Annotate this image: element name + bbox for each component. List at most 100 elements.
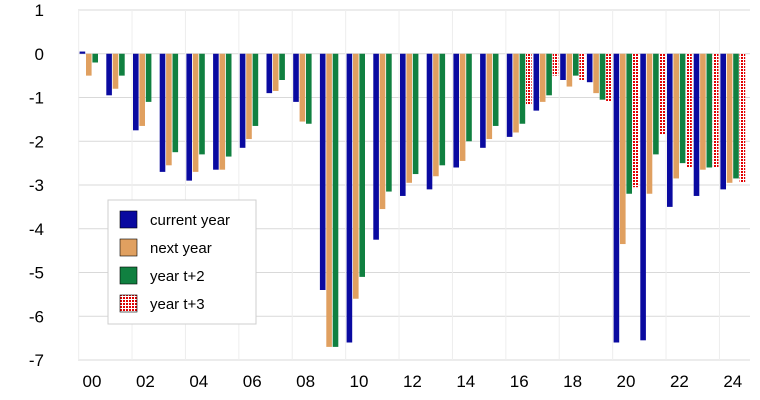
bar-next-year-2021 — [646, 53, 653, 194]
bar-next-year-2020 — [620, 53, 626, 245]
bar-current-year-2008 — [293, 53, 299, 102]
bar-year-t-3-2017 — [552, 53, 559, 76]
bar-current-year-2005 — [213, 53, 219, 170]
bar-current-year-2006 — [239, 53, 246, 148]
bar-next-year-2005 — [219, 53, 226, 170]
bar-next-year-2009 — [326, 53, 332, 347]
bar-current-year-2001 — [106, 53, 112, 96]
bar-current-year-2020 — [613, 53, 620, 343]
bar-current-year-2018 — [560, 53, 566, 80]
bar-year-t-2-2018 — [573, 53, 579, 76]
bar-current-year-2010 — [346, 53, 353, 343]
bar-year-t-2-2019 — [599, 53, 606, 100]
bar-current-year-2022 — [667, 53, 673, 207]
bar-year-t-2-2001 — [119, 53, 125, 76]
bar-next-year-2023 — [700, 53, 706, 170]
x-tick-label: 00 — [83, 372, 102, 391]
legend-swatch-year-t3 — [119, 294, 138, 313]
bar-current-year-2003 — [159, 53, 166, 172]
bar-current-year-2016 — [506, 53, 513, 137]
bar-next-year-2017 — [539, 53, 546, 102]
x-tick-label: 20 — [617, 372, 636, 391]
bar-year-t-2-2010 — [359, 53, 365, 277]
bar-next-year-2010 — [353, 53, 359, 299]
bar-current-year-2023 — [693, 53, 700, 196]
bar-year-t-2-2003 — [172, 53, 179, 153]
bar-current-year-2002 — [133, 53, 139, 131]
x-tick-label: 04 — [189, 372, 208, 391]
bar-next-year-2024 — [726, 53, 733, 183]
bar-current-year-2009 — [319, 53, 326, 290]
bar-year-t-3-2020 — [632, 53, 639, 188]
bar-current-year-2017 — [533, 53, 540, 111]
bar-next-year-2014 — [459, 53, 466, 161]
bar-next-year-2007 — [272, 53, 279, 91]
x-tick-label: 22 — [670, 372, 689, 391]
bar-next-year-2022 — [673, 53, 679, 179]
bar-next-year-2018 — [566, 53, 573, 87]
bar-year-t-2-2005 — [225, 53, 232, 157]
bar-next-year-2008 — [299, 53, 306, 122]
bar-current-year-2014 — [453, 53, 459, 168]
bar-year-t-3-2022 — [686, 53, 692, 168]
legend: current year next year year t+2 year t+3 — [107, 199, 257, 325]
bar-next-year-2001 — [112, 53, 119, 89]
bar-year-t-2-2023 — [706, 53, 713, 168]
y-tick-label: 0 — [35, 45, 44, 64]
x-tick-label: 18 — [563, 372, 582, 391]
bar-year-t-3-2018 — [579, 53, 585, 80]
legend-label-year-t2: year t+2 — [150, 268, 205, 285]
bar-next-year-2000 — [86, 53, 92, 76]
legend-label-year-t3: year t+3 — [150, 296, 205, 313]
x-tick-label: 02 — [136, 372, 155, 391]
x-axis-labels: 00 02 04 06 08 10 12 14 16 18 20 22 24 — [83, 372, 743, 391]
legend-label-current-year: current year — [150, 212, 230, 229]
bar-next-year-2016 — [513, 53, 519, 133]
bars — [79, 51, 746, 347]
x-tick-label: 14 — [456, 372, 475, 391]
x-tick-label: 12 — [403, 372, 422, 391]
bar-year-t-2-2002 — [145, 53, 152, 102]
bar-next-year-2006 — [246, 53, 252, 140]
bar-year-t-2-2008 — [306, 53, 312, 124]
x-tick-label: 24 — [723, 372, 742, 391]
bar-year-t-2-2012 — [412, 53, 419, 175]
bar-year-t-2-2016 — [519, 53, 526, 124]
y-tick-label: -4 — [29, 220, 44, 239]
bar-next-year-2003 — [166, 53, 172, 166]
bar-year-t-2-2011 — [386, 53, 392, 192]
y-axis-labels: 1 0 -1 -2 -3 -4 -5 -6 -7 — [29, 1, 44, 370]
bar-current-year-2021 — [640, 53, 646, 341]
x-tick-label: 10 — [350, 372, 369, 391]
bar-next-year-2012 — [406, 53, 412, 183]
bar-year-t-2-2022 — [679, 53, 686, 164]
legend-swatch-current-year — [119, 210, 138, 229]
legend-swatch-next-year — [119, 238, 138, 257]
y-tick-label: -7 — [29, 351, 44, 370]
bar-year-t-3-2016 — [526, 53, 532, 105]
bar-current-year-2004 — [186, 53, 192, 181]
bar-year-t-3-2019 — [606, 53, 612, 102]
bar-next-year-2013 — [433, 53, 439, 177]
bar-current-year-2000 — [79, 51, 86, 54]
bar-year-t-2-2014 — [466, 53, 472, 142]
bar-current-year-2011 — [373, 53, 379, 240]
bar-year-t-2-2007 — [279, 53, 285, 80]
y-tick-label: 1 — [35, 1, 44, 20]
bar-year-t-2-2024 — [733, 53, 739, 179]
y-tick-label: -3 — [29, 176, 44, 195]
bar-current-year-2007 — [266, 53, 273, 94]
x-tick-label: 06 — [243, 372, 262, 391]
bar-next-year-2015 — [486, 53, 493, 140]
bar-current-year-2019 — [586, 53, 593, 83]
bar-year-t-2-2021 — [653, 53, 659, 155]
bar-year-t-2-2006 — [252, 53, 259, 126]
bar-year-t-2-2013 — [439, 53, 446, 166]
y-tick-label: -6 — [29, 307, 44, 326]
bar-year-t-2-2000 — [92, 53, 98, 63]
bar-current-year-2024 — [720, 53, 726, 190]
bar-year-t-3-2021 — [659, 53, 666, 135]
bar-next-year-2004 — [192, 53, 199, 172]
y-tick-label: -1 — [29, 89, 44, 108]
